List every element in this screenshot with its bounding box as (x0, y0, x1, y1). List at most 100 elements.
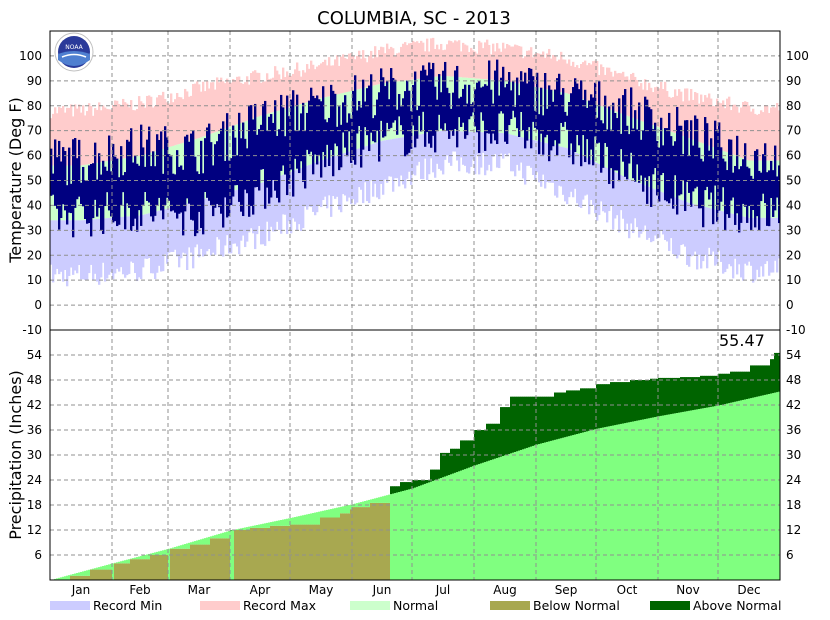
record-min-bar (684, 201, 687, 247)
normal-precip-bar (682, 411, 685, 580)
record-max-bar (480, 42, 483, 79)
observed-temp-bar (180, 165, 183, 213)
normal-precip-bar (376, 497, 379, 503)
observed-temp-bar (726, 170, 729, 215)
below-normal-precip-bar (272, 525, 275, 580)
normal-band-bar (372, 85, 375, 144)
normal-precip-bar (326, 509, 329, 518)
above-normal-precip-bar (666, 377, 669, 415)
above-normal-precip-bar (588, 388, 591, 431)
normal-precip-bar (686, 411, 689, 580)
record-min-bar (540, 141, 543, 187)
record-min-bar (764, 217, 767, 264)
record-max-bar (308, 68, 311, 102)
observed-temp-bar (130, 128, 133, 232)
above-normal-precip-bar (484, 430, 487, 463)
record-max-bar (396, 53, 399, 82)
below-normal-precip-bar (126, 563, 129, 580)
observed-temp-bar (582, 100, 585, 136)
normal-precip-bar (602, 427, 605, 580)
observed-temp-bar (624, 89, 627, 177)
record-max-bar (52, 113, 55, 166)
normal-precip-bar (424, 483, 427, 580)
normal-precip-bar (324, 510, 327, 518)
above-normal-precip-bar (536, 396, 539, 445)
record-min-bar (136, 215, 139, 282)
record-max-bar (538, 53, 541, 88)
observed-temp-bar (746, 166, 749, 223)
above-normal-precip-bar (652, 378, 655, 418)
above-normal-precip-bar (430, 469, 433, 482)
above-normal-precip-bar (716, 375, 719, 406)
normal-precip-bar (394, 493, 397, 580)
below-normal-precip-bar (196, 544, 199, 580)
observed-temp-bar (400, 106, 403, 126)
above-normal-precip-bar (516, 396, 519, 452)
normal-precip-bar (738, 400, 741, 580)
below-normal-precip-bar (270, 525, 273, 580)
above-normal-precip-bar (600, 384, 603, 428)
normal-precip-bar (224, 532, 227, 539)
record-max-bar (510, 46, 513, 83)
normal-precip-bar (524, 448, 527, 580)
normal-precip-bar (510, 453, 513, 580)
precip-tick-left: 36 (27, 423, 42, 437)
record-max-bar (660, 81, 663, 129)
record-max-bar (594, 60, 597, 104)
temp-tick-right: 80 (786, 99, 801, 113)
above-normal-precip-bar (622, 382, 625, 424)
observed-temp-bar (448, 93, 451, 139)
record-min-bar (580, 155, 583, 208)
observed-temp-bar (178, 166, 181, 214)
above-normal-precip-bar (502, 407, 505, 457)
above-normal-precip-bar (690, 377, 693, 411)
record-max-bar (346, 59, 349, 93)
record-max-bar (58, 106, 61, 166)
record-max-bar (150, 96, 153, 153)
normal-precip-bar (730, 402, 733, 580)
observed-temp-bar (650, 109, 653, 207)
observed-temp-bar (306, 112, 309, 150)
observed-temp-bar (732, 172, 735, 198)
record-max-bar (358, 50, 361, 90)
record-min-bar (552, 144, 555, 183)
below-normal-precip-bar (298, 524, 301, 580)
record-max-bar (170, 93, 173, 147)
below-normal-precip-bar (294, 524, 297, 580)
record-min-bar (528, 138, 531, 166)
record-max-bar (228, 82, 231, 128)
record-min-bar (556, 145, 559, 198)
record-max-bar (642, 89, 645, 122)
below-normal-precip-bar (244, 530, 247, 580)
legend: Record Min Record Max Normal Below Normal Ab… (50, 598, 781, 613)
normal-precip-bar (768, 393, 771, 580)
normal-precip-bar (750, 398, 753, 580)
record-max-bar (610, 71, 613, 110)
observed-temp-bar (328, 117, 331, 167)
precip-tick-left: 6 (34, 548, 42, 562)
record-max-bar (770, 107, 773, 161)
observed-temp-bar (200, 140, 203, 228)
record-min-bar (768, 217, 771, 276)
above-normal-precip-bar (400, 482, 403, 492)
above-normal-precip-bar (626, 382, 629, 423)
temp-tick-right: -10 (786, 323, 806, 337)
observed-temp-bar (680, 125, 683, 195)
below-normal-precip-bar (306, 524, 309, 580)
observed-temp-bar (774, 145, 777, 211)
normal-precip-bar (138, 556, 141, 560)
observed-temp-bar (652, 129, 655, 175)
normal-precip-bar (268, 522, 271, 528)
normal-precip-bar (570, 435, 573, 580)
normal-precip-bar (274, 521, 277, 526)
below-normal-precip-bar (342, 513, 345, 580)
precip-tick-right: 18 (786, 498, 801, 512)
record-max-bar (336, 55, 339, 95)
normal-precip-bar (706, 407, 709, 580)
observed-temp-bar (710, 138, 713, 193)
normal-precip-bar (398, 492, 401, 580)
observed-temp-bar (50, 148, 53, 196)
record-min-bar (428, 132, 431, 175)
above-normal-precip-bar (586, 388, 589, 432)
